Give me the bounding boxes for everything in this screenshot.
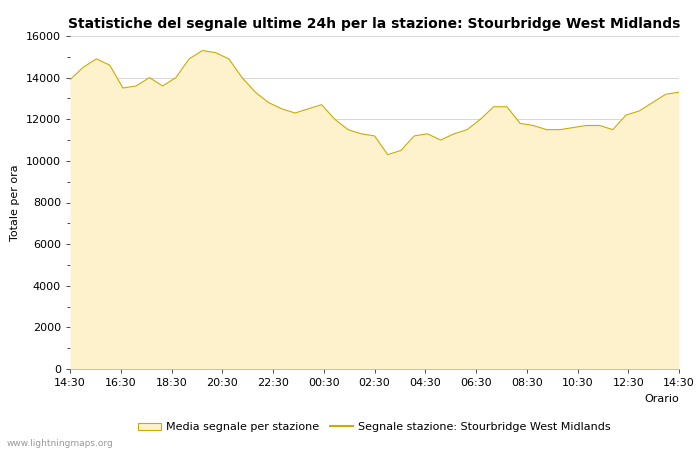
Title: Statistiche del segnale ultime 24h per la stazione: Stourbridge West Midlands: Statistiche del segnale ultime 24h per l… bbox=[69, 17, 680, 31]
Legend: Media segnale per stazione, Segnale stazione: Stourbridge West Midlands: Media segnale per stazione, Segnale staz… bbox=[134, 418, 615, 437]
X-axis label: Orario: Orario bbox=[644, 394, 679, 404]
Text: www.lightningmaps.org: www.lightningmaps.org bbox=[7, 439, 113, 448]
Y-axis label: Totale per ora: Totale per ora bbox=[10, 164, 20, 241]
